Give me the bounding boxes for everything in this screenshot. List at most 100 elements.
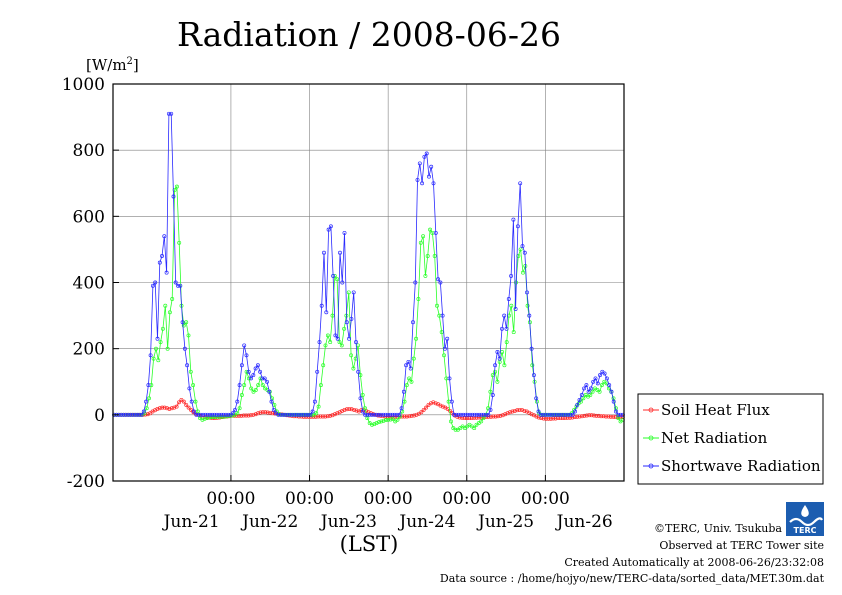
series-point [119,412,123,417]
x-tick-label: 00:00 [442,489,491,509]
series-point [244,369,249,374]
terc-logo: TERC [786,502,824,536]
footer-created: Created Automatically at 2008-06-26/23:3… [564,556,824,569]
series-point [541,412,545,417]
series-point [169,111,174,116]
series-point [303,412,308,417]
series-point [268,410,273,415]
series-point [552,412,557,417]
series-point [428,227,433,232]
series-point [187,386,192,391]
series-point [479,415,484,420]
series-point [438,280,443,285]
series-point [561,412,566,417]
series-point [256,383,261,388]
series-point [210,412,215,417]
series-point [271,407,276,412]
series-point [488,414,493,419]
series-point [381,418,386,423]
series-point [544,416,548,421]
series-point [193,399,198,404]
series-point [508,410,512,415]
series-point [294,412,299,417]
series-point [414,336,419,341]
series-point [472,412,477,417]
series-point [372,412,377,417]
x-tick-label: 00:00 [521,489,570,509]
series-point [180,320,185,325]
series-point [452,412,456,417]
series-point [572,415,577,420]
series-point [611,399,616,404]
series-point [162,405,167,410]
series-point [383,412,388,417]
legend-entry: Net Radiation [643,429,768,447]
series-point [491,414,496,419]
series-point [174,184,179,189]
series-point [515,224,520,229]
series-point [235,411,240,416]
series-point [570,415,575,420]
series-point [346,290,351,295]
series-point [283,412,288,417]
series-point [239,393,244,397]
series-point [421,234,426,239]
series-point [321,363,326,368]
series-point [377,420,381,425]
series-point [363,412,368,417]
series-point [408,366,413,371]
series-point [306,412,310,417]
series-point [325,414,330,419]
series-point [442,346,447,351]
series-point [509,273,514,278]
series-point [510,409,515,414]
y-tick-label: 200 [73,340,105,360]
series-point [165,346,170,351]
series-point [349,407,354,412]
series-point [586,389,591,394]
series-point [495,350,500,354]
series-point [425,254,430,258]
series-point [530,363,535,368]
series-point [233,407,237,412]
series-point [488,389,493,394]
series-point [188,369,193,374]
series-point [319,303,324,308]
series-point [174,404,179,409]
series-point [397,412,402,417]
series-point [246,376,251,381]
series-point [310,409,315,414]
series-point [584,413,589,418]
series-point [538,412,543,417]
series-point [256,411,261,416]
series-point [171,194,176,199]
series-point [554,412,559,417]
day-label: Jun-23 [319,512,377,532]
series-point [477,412,482,417]
series-point [235,399,240,404]
series-point [525,290,529,295]
series-point [342,230,347,235]
series-point [495,379,500,384]
series-point [520,407,524,412]
series-point [296,412,301,417]
series-point [497,356,502,361]
series-point [323,343,328,348]
series-point [237,383,242,388]
series-point [577,414,582,419]
series-point [167,310,172,315]
series-point [221,412,226,417]
series-point [409,413,414,418]
series-point [504,326,509,331]
series-point [156,358,161,363]
series-point [351,290,356,295]
legend-swatch-marker [648,435,654,441]
series-point [534,414,539,419]
series-point [328,340,333,345]
series-point [589,413,594,418]
series-point [330,413,335,418]
series-point [370,422,374,427]
series-point [427,174,431,179]
series-point [369,412,374,417]
series-point [226,412,231,417]
